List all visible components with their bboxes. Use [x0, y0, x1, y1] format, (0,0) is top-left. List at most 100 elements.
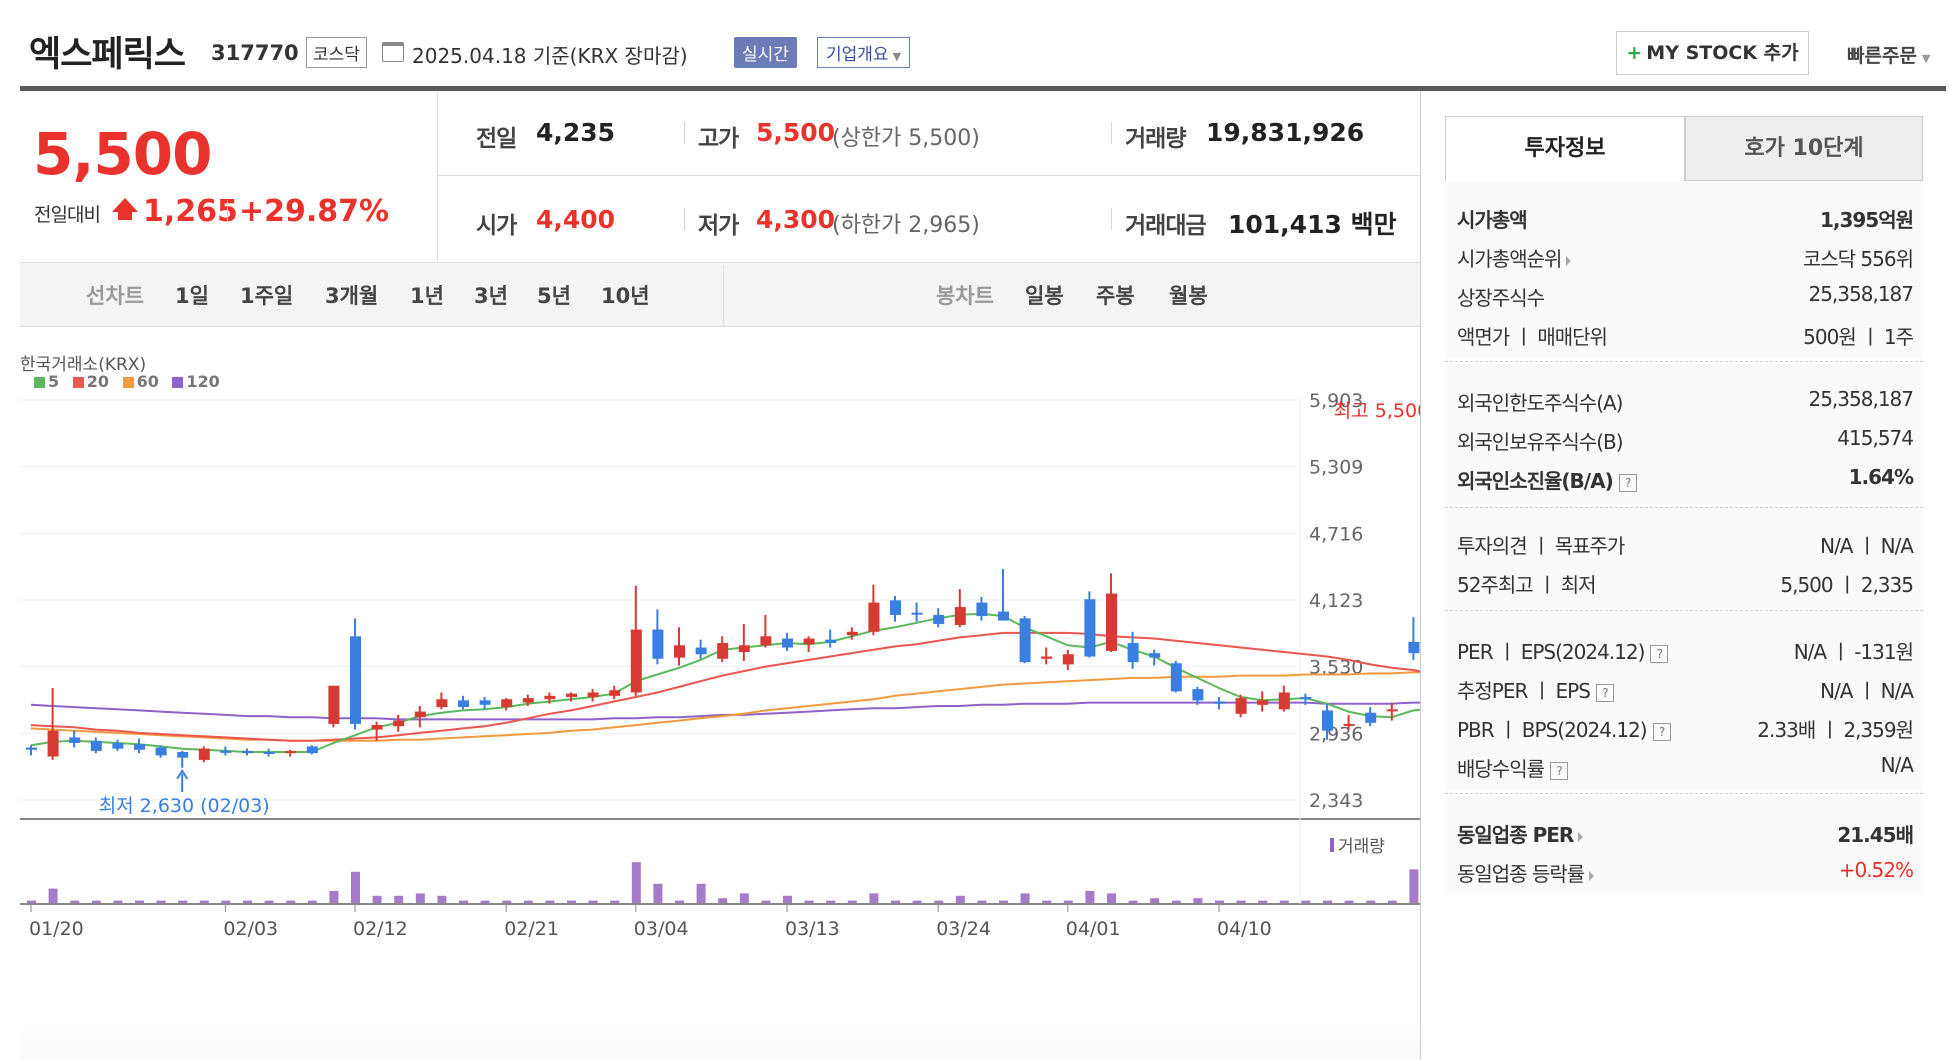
candle — [1257, 700, 1269, 705]
dividend-label: 배당수익률? — [1457, 753, 1568, 782]
tab-period-1y[interactable]: 1년 — [410, 284, 444, 308]
y-tick-label: 5,309 — [1309, 457, 1363, 479]
candle — [328, 685, 340, 724]
foreign-ratio-label: 외국인소진율(B/A)? — [1457, 465, 1637, 494]
sector-per-value: 21.45배 — [1837, 823, 1914, 847]
header-divider — [20, 86, 1946, 91]
candle — [177, 752, 189, 758]
candle — [134, 744, 145, 750]
add-my-stock-button[interactable]: + MY STOCK 추가 — [1616, 31, 1809, 75]
tab-period-1d[interactable]: 1일 — [175, 284, 209, 308]
tabs-divider — [723, 265, 724, 327]
volume-bar — [1150, 898, 1160, 903]
volume-legend-label: 거래량 — [1338, 837, 1385, 857]
candle — [544, 695, 556, 700]
pbr-value: 2.33배 ㅣ 2,359원 — [1757, 718, 1914, 742]
price-box — [20, 91, 438, 263]
volume-bar — [675, 900, 684, 903]
open-value: 4,400 — [536, 205, 616, 234]
volume-bar — [869, 893, 879, 903]
volume-bar — [415, 893, 425, 903]
panel-divider — [1420, 91, 1421, 1060]
volume-bar — [329, 891, 339, 903]
candle — [198, 748, 210, 760]
candle — [306, 746, 318, 754]
tab-investment-info[interactable]: 투자정보 — [1445, 116, 1685, 181]
volume-bar — [1258, 900, 1268, 903]
chevron-down-icon: ▼ — [892, 50, 902, 63]
candle — [782, 638, 793, 648]
tab-monthly[interactable]: 월봉 — [1169, 284, 1208, 308]
quick-order-button[interactable]: 빠른주문 ▼ — [1847, 41, 1930, 68]
volume-bar — [91, 900, 101, 903]
help-icon[interactable]: ? — [1650, 644, 1669, 663]
x-tick-label: 02/03 — [223, 918, 278, 940]
candle — [846, 631, 858, 636]
sector-change-value: +0.52% — [1838, 858, 1914, 882]
volume-bar — [1107, 893, 1116, 903]
volume-bar — [912, 900, 922, 903]
candle-chart-label: 봉차트 — [936, 284, 994, 308]
high-label: 고가 — [698, 126, 739, 152]
market-badge: 코스닥 — [306, 37, 367, 68]
help-icon[interactable]: ? — [1618, 473, 1637, 492]
candlestick-chart[interactable]: 5,903 5,309 4,716 4,123 3,530 2,936 2,343 01/20… — [0, 0, 1420, 1060]
upper-limit: (상한가 5,500) — [832, 126, 980, 151]
chart-period-tabs — [20, 263, 1420, 327]
volume-bar — [1279, 900, 1289, 903]
volume-bar — [955, 895, 965, 903]
volume-bar — [631, 862, 641, 903]
prev-close-label: 전일 — [476, 126, 517, 152]
sector-per-label: 동일업종 PER — [1457, 819, 1584, 848]
candle — [47, 730, 59, 757]
pbr-label: PBR ㅣ BPS(2024.12)? — [1457, 714, 1671, 743]
volume-bar — [113, 900, 123, 903]
tab-period-3y[interactable]: 3년 — [474, 284, 508, 308]
chevron-down-icon: ▼ — [1921, 52, 1931, 65]
tab-period-5y[interactable]: 5년 — [537, 284, 571, 308]
per-label: PER ㅣ EPS(2024.12)? — [1457, 636, 1669, 665]
volume-bar — [739, 893, 749, 903]
realtime-button[interactable]: 실시간 — [734, 37, 797, 68]
market-cap-rank-label: 시가총액순위 — [1457, 243, 1572, 272]
x-tick-label: 04/10 — [1217, 918, 1272, 940]
add-my-stock-label: MY STOCK 추가 — [1646, 42, 1799, 64]
tab-period-3m[interactable]: 3개월 — [325, 284, 379, 308]
tab-order-book[interactable]: 호가 10단계 — [1685, 116, 1923, 181]
volume-bar — [567, 900, 576, 903]
candle — [911, 612, 923, 615]
separator — [684, 208, 685, 230]
candle — [954, 607, 966, 626]
quick-order-label: 빠른주문 — [1847, 45, 1917, 67]
candle — [1019, 618, 1031, 663]
candle — [1235, 698, 1247, 714]
legend-ma5: 5 — [48, 372, 60, 391]
candle — [868, 602, 880, 632]
chart-source: 한국거래소(KRX) — [20, 355, 147, 375]
tab-period-1w[interactable]: 1주일 — [240, 284, 294, 308]
help-icon[interactable]: ? — [1652, 722, 1671, 741]
candle — [479, 700, 491, 705]
candle — [112, 743, 124, 749]
side-group-2 — [1445, 364, 1923, 504]
ma20-line — [30, 631, 1420, 742]
company-overview-dropdown[interactable]: 기업개요 ▼ — [817, 37, 911, 68]
candle — [587, 692, 599, 697]
help-icon[interactable]: ? — [1550, 761, 1568, 780]
y-tick-label: 5,903 — [1309, 390, 1363, 412]
help-icon[interactable]: ? — [1595, 683, 1614, 702]
volume-bar — [1128, 900, 1138, 903]
legend-ma60: 60 — [136, 372, 159, 391]
candle — [242, 750, 253, 754]
volume-bar — [156, 900, 166, 903]
tab-weekly[interactable]: 주봉 — [1096, 284, 1135, 308]
candle — [285, 750, 297, 754]
legend-swatch-ma60 — [122, 377, 134, 388]
side-group-5 — [1445, 796, 1923, 893]
tab-period-10y[interactable]: 10년 — [601, 284, 650, 308]
tab-daily[interactable]: 일봉 — [1025, 284, 1064, 308]
x-tick-label: 04/01 — [1066, 918, 1121, 940]
candle — [414, 711, 426, 718]
volume-bar — [1409, 869, 1419, 903]
legend-ma120: 120 — [186, 372, 220, 391]
